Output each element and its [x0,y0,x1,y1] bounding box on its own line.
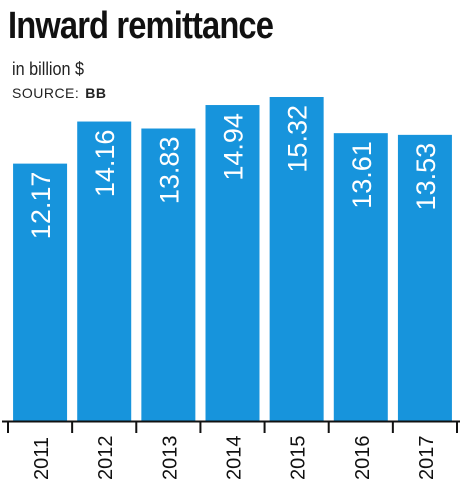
bar-value-label: 12.17 [26,172,56,240]
chart-title: Inward remittance [8,5,274,47]
x-tick-label: 2012 [95,436,117,481]
bar-2016 [333,133,388,421]
source-name: BB [85,85,107,101]
bar-2012 [77,121,132,421]
bar-value-label: 13.53 [411,143,441,211]
bar-value-label: 14.94 [219,113,249,181]
bar-2013 [141,128,196,421]
x-tick-label: 2013 [159,436,181,481]
x-tick-label: 2017 [416,436,438,481]
bar-2011 [13,163,68,421]
x-tick-label: 2011 [31,437,53,480]
bar-value-label: 13.61 [347,141,377,209]
bar-value-label: 14.16 [90,130,120,198]
bar-value-label: 15.32 [283,105,313,173]
bar-2014 [205,105,260,421]
x-tick-label: 2016 [352,436,374,481]
x-tick-label: 2014 [224,436,246,481]
bar-2015 [269,97,324,421]
source-label: SOURCE: [12,85,80,101]
x-tick-label: 2015 [288,436,310,481]
bar-2017 [397,134,452,422]
chart-source: SOURCE: BB [12,84,107,102]
bar-value-label: 13.83 [154,137,184,205]
chart-subtitle: in billion $ [12,59,85,79]
